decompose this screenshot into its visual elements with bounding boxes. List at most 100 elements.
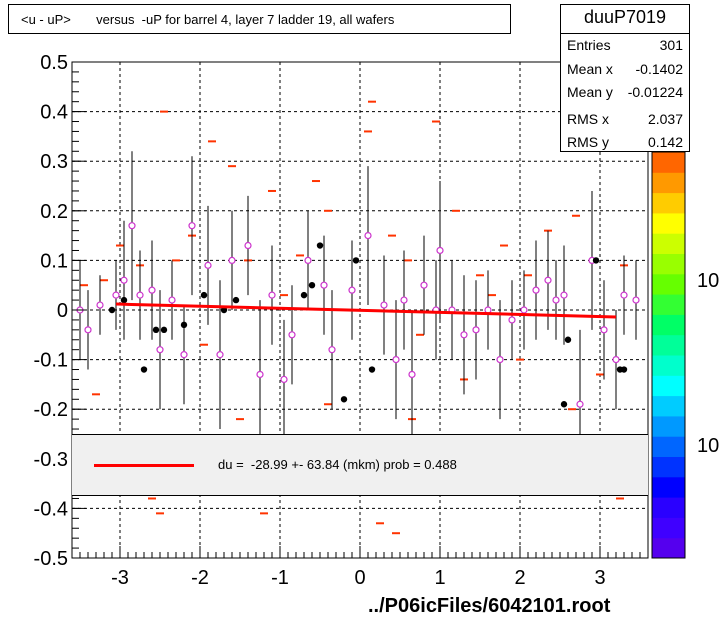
color-palette	[651, 151, 686, 559]
data-point	[560, 401, 568, 408]
profile-marker	[544, 276, 552, 284]
fit-line	[115, 302, 617, 319]
fit-line-segment	[115, 302, 617, 319]
profile-marker	[96, 301, 104, 309]
data-point	[620, 366, 628, 373]
stats-row-mean-x: Mean x -0.1402	[567, 61, 683, 83]
axes: -3 -2 -1 0 1 2 3 -0.5 -0.4 -0.3 -0.2 -0.1 0 0.1 0.2 0.3…	[34, 52, 649, 589]
profile-marker	[420, 281, 428, 289]
profile-marker	[84, 326, 92, 334]
stats-label: Mean x	[567, 61, 613, 77]
data-point	[340, 396, 348, 403]
profile-marker	[128, 222, 136, 230]
palette-cell	[652, 273, 685, 295]
profile-marker	[188, 222, 196, 230]
y-tick-label: 0.2	[40, 201, 68, 223]
data-point	[152, 326, 160, 334]
data-point	[316, 242, 324, 249]
x-tick-label: -1	[271, 567, 289, 589]
profile-marker	[288, 331, 296, 339]
profile-marker	[508, 316, 516, 324]
y-tick-label: -0.5	[34, 548, 68, 570]
black-points	[108, 242, 628, 408]
profile-marker	[392, 356, 400, 364]
profile-marker	[380, 301, 388, 309]
stats-row-entries: Entries 301	[567, 37, 683, 59]
palette-cell	[652, 212, 685, 234]
palette-label-upper: 10	[697, 270, 720, 292]
palette-cell	[652, 537, 685, 559]
stats-value: 2.037	[647, 111, 683, 127]
x-tick-label: -3	[111, 567, 129, 589]
profile-marker	[216, 351, 224, 359]
data-point	[120, 296, 128, 304]
profile-marker	[204, 261, 212, 269]
y-tick-label: 0.4	[40, 102, 68, 124]
data-point	[140, 366, 148, 373]
palette-cell	[652, 517, 685, 539]
x-tick-label: 3	[594, 567, 605, 589]
stats-value: -0.01224	[627, 84, 683, 100]
stats-row-rms-y: RMS y 0.142	[567, 134, 683, 156]
stats-separator	[561, 33, 689, 34]
profile-marker	[612, 356, 620, 364]
data-point	[220, 306, 228, 314]
profile-marker	[180, 351, 188, 359]
palette-cell	[652, 334, 685, 356]
palette-cell	[652, 476, 685, 498]
profile-marker	[328, 346, 336, 354]
palette-cell	[652, 497, 685, 518]
stats-value: 301	[659, 37, 683, 53]
fit-legend: du = -28.99 +- 63.84 (mkm) prob = 0.488	[72, 434, 648, 496]
stats-box: duuP7019 Entries 301 Mean x -0.1402 Mean…	[560, 4, 690, 152]
y-tick-label: 0.1	[40, 250, 68, 272]
profile-marker	[600, 326, 608, 334]
data-point	[200, 291, 208, 299]
profile-marker	[364, 232, 372, 240]
palette-cell	[652, 375, 685, 397]
palette-cell	[652, 253, 685, 275]
profile-marker	[632, 296, 640, 304]
profile-marker	[168, 296, 176, 304]
data-point	[300, 291, 308, 299]
x-tick-label: 2	[514, 567, 525, 589]
palette-cell	[652, 395, 685, 417]
y-tick-label: 0	[57, 300, 68, 322]
data-point	[232, 296, 240, 304]
palette-cell	[652, 172, 685, 194]
y-tick-label: -0.1	[34, 350, 68, 372]
stats-row-mean-y: Mean y -0.01224	[567, 84, 683, 106]
profile-marker	[472, 326, 480, 334]
file-path-label: ../P06icFiles/6042101.root	[368, 595, 611, 617]
palette-cell	[652, 415, 685, 437]
profile-marker	[576, 400, 584, 408]
profile-marker	[320, 281, 328, 289]
profile-marker	[408, 370, 416, 379]
stats-value: 0.142	[647, 134, 683, 150]
y-tick-label: -0.2	[34, 399, 68, 421]
profile-marker	[244, 241, 252, 250]
data-point	[592, 257, 600, 264]
profile-marker	[268, 291, 276, 299]
stats-name: duuP7019	[583, 7, 667, 27]
profile-marker	[148, 286, 156, 294]
x-tick-label: 0	[354, 567, 365, 589]
palette-cell	[652, 456, 685, 478]
stats-label: RMS x	[567, 111, 609, 127]
y-tick-label: 0.3	[40, 151, 68, 173]
fit-legend-text: du = -28.99 +- 63.84 (mkm) prob = 0.488	[218, 457, 457, 472]
profile-marker	[520, 306, 528, 314]
palette-cell	[652, 436, 685, 457]
y-tick-label: -0.3	[34, 449, 68, 471]
profile-marker	[560, 291, 568, 299]
profile-marker	[280, 375, 288, 384]
palette-cell	[652, 192, 685, 214]
stats-value: -0.1402	[635, 61, 683, 77]
data-point	[308, 282, 316, 289]
palette-cell	[652, 294, 685, 315]
profile-marker	[156, 346, 164, 354]
y-tick-label: -0.4	[34, 498, 68, 520]
profile-marker	[136, 291, 144, 299]
fit-legend-line	[94, 464, 194, 467]
profile-marker	[120, 276, 128, 284]
